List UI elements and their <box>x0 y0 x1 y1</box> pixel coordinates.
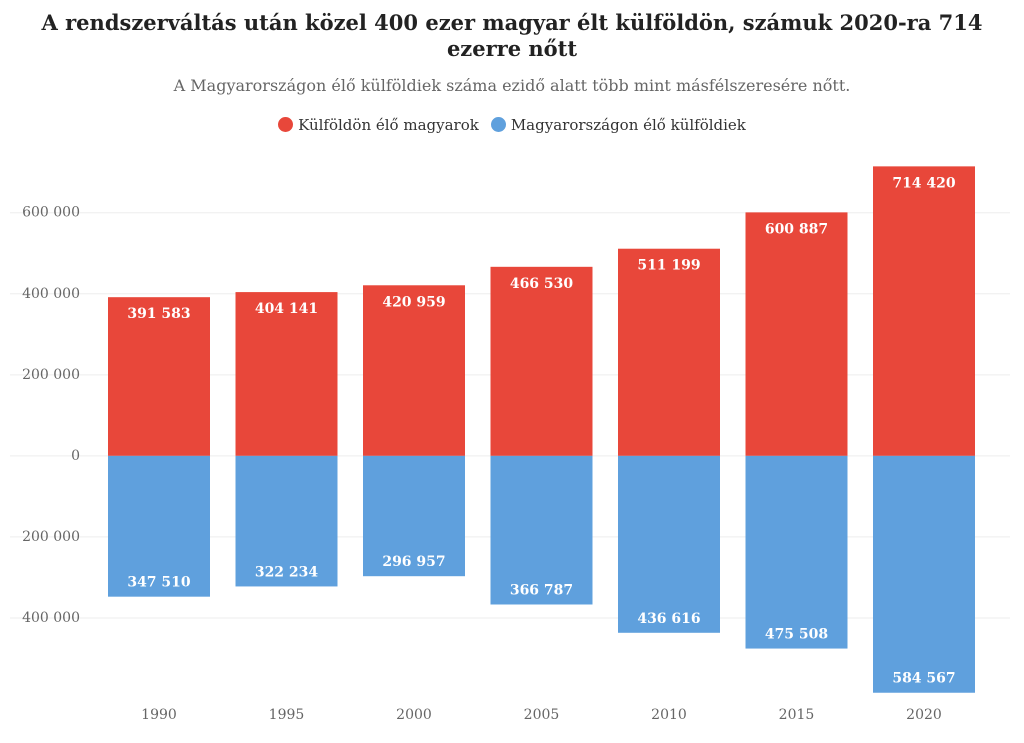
data-label: 436 616 <box>637 611 700 627</box>
y-tick-label: 600 000 <box>22 205 80 221</box>
data-label: 347 510 <box>127 575 191 591</box>
bar <box>363 285 465 456</box>
y-tick-label: 200 000 <box>22 529 80 545</box>
x-tick-label: 1995 <box>269 707 305 723</box>
y-tick-label: 400 000 <box>22 286 80 302</box>
bar <box>363 455 465 577</box>
legend-label: Külföldön élő magyarok <box>298 116 479 134</box>
data-label: 391 583 <box>127 306 190 322</box>
data-label: 322 234 <box>255 564 319 580</box>
x-tick-label: 2010 <box>651 707 687 723</box>
legend-swatch <box>490 117 506 132</box>
y-tick-label: 400 000 <box>22 610 80 626</box>
bar <box>490 455 593 605</box>
y-tick-label: 0 <box>71 448 80 464</box>
bar <box>108 455 210 597</box>
x-tick-label: 2020 <box>906 707 942 723</box>
legend-label: Magyarországon élő külföldiek <box>510 116 746 134</box>
data-label: 466 530 <box>510 276 574 292</box>
data-label: 475 508 <box>765 627 828 643</box>
x-tick-label: 2015 <box>779 707 815 723</box>
bar <box>618 248 720 456</box>
bar <box>108 297 210 456</box>
bar <box>745 212 848 456</box>
data-label: 714 420 <box>892 175 956 191</box>
chart-subtitle: A Magyarországon élő külföldiek száma ez… <box>173 76 851 95</box>
x-tick-label: 2000 <box>396 707 432 723</box>
data-label: 366 787 <box>510 582 573 598</box>
data-label: 600 887 <box>765 221 828 237</box>
x-tick-label: 1990 <box>141 707 177 723</box>
data-label: 296 957 <box>382 554 445 570</box>
legend: Külföldön élő magyarok Magyarországon élő… <box>0 116 1024 134</box>
bar <box>235 292 338 456</box>
bar <box>618 455 720 633</box>
bar <box>490 266 593 456</box>
x-tick-label: 2005 <box>524 707 560 723</box>
data-label: 511 199 <box>637 258 700 274</box>
chart-title: A rendszerváltás után közel 400 ezer mag… <box>41 10 983 61</box>
bar <box>235 455 338 587</box>
data-label: 584 567 <box>892 671 955 687</box>
legend-item: Magyarországon élő külföldiek <box>490 116 746 134</box>
bar <box>873 455 975 693</box>
data-label: 420 959 <box>382 294 445 310</box>
data-label: 404 141 <box>255 301 318 317</box>
legend-item: Külföldön élő magyarok <box>278 116 479 134</box>
bar <box>745 455 848 649</box>
y-tick-label: 200 000 <box>22 367 80 383</box>
bar <box>873 166 975 456</box>
legend-swatch <box>278 117 294 132</box>
